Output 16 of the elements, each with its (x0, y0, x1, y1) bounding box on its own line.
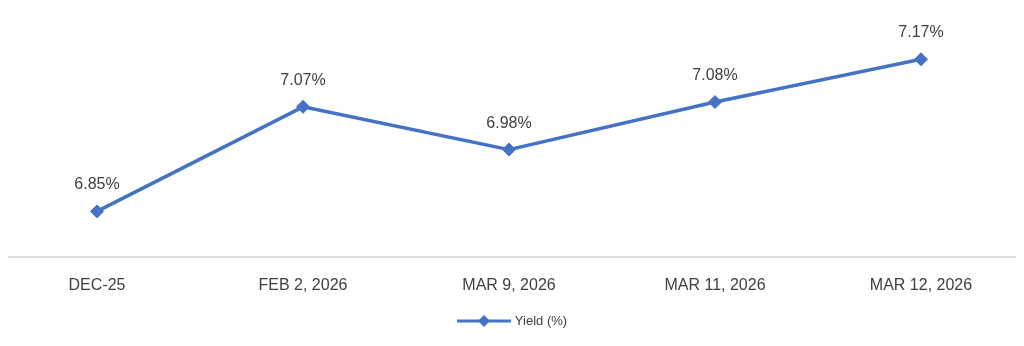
x-tick-label: MAR 11, 2026 (664, 276, 766, 294)
data-label: 6.98% (486, 113, 532, 131)
data-label: 7.07% (280, 70, 326, 88)
point (296, 99, 310, 114)
x-tick-label: DEC-25 (68, 276, 126, 294)
x-tick-label: MAR 9, 2026 (462, 276, 556, 294)
point (914, 52, 928, 67)
legend-label: Yield (%) (513, 313, 568, 328)
x-tick-label: MAR 12, 2026 (869, 276, 973, 294)
point (502, 142, 516, 157)
data-label: 7.17% (898, 23, 944, 41)
point (708, 95, 722, 110)
x-tick-label: FEB 2, 2026 (258, 276, 348, 294)
data-label: 6.85% (74, 175, 120, 193)
point (90, 204, 104, 219)
data-label: 7.08% (692, 66, 738, 84)
